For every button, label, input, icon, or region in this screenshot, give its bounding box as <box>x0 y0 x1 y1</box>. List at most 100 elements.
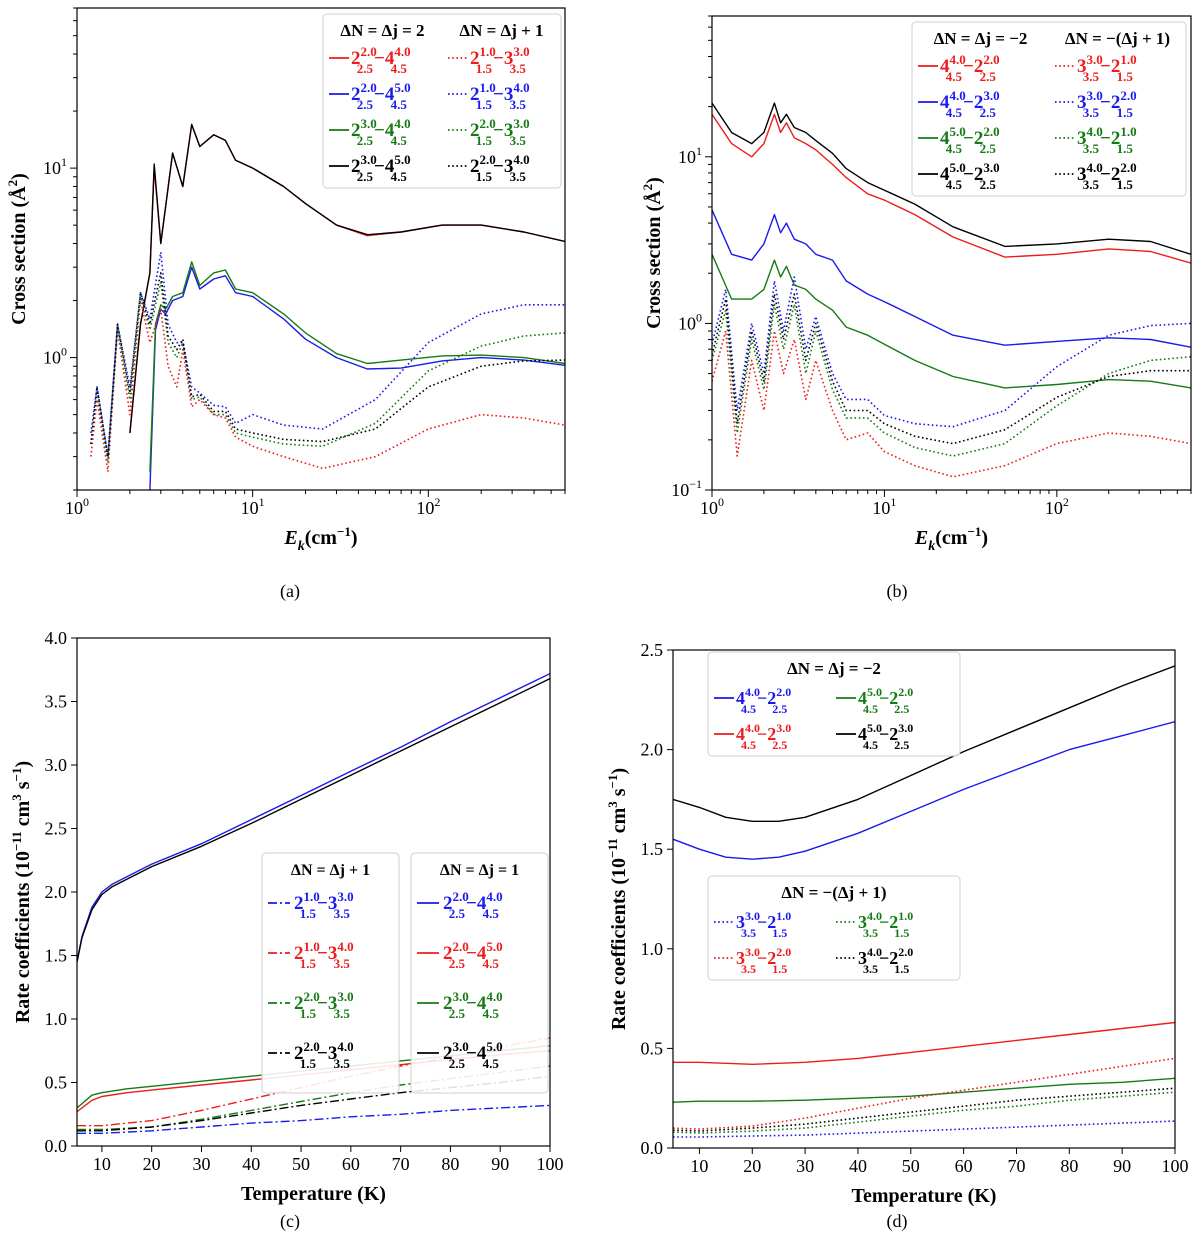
legend-b-base: 3 <box>328 1043 338 1064</box>
legend-b-sub: 3.5 <box>510 97 527 112</box>
axes-frame <box>711 15 1192 491</box>
y-tick-label: 100 <box>43 345 67 368</box>
legend-minus: − <box>374 120 385 141</box>
x-tick-label: 10 <box>93 1154 111 1174</box>
legend-a-sup: 5.0 <box>950 160 966 175</box>
x-tick-base: 10 <box>241 498 259 518</box>
x-axis-label: Temperature (K) <box>852 1185 997 1207</box>
legend-b-base: 2 <box>974 56 984 77</box>
legend-a-sub: 4.5 <box>946 141 963 156</box>
legend-b-sup: 2.0 <box>776 945 791 959</box>
legend-a-base: 2 <box>351 84 361 105</box>
legend-b-base: 3 <box>328 893 338 914</box>
x-tick-base: 10 <box>65 498 83 518</box>
x-tick-label: 10 <box>690 1156 708 1176</box>
series-line-3 <box>673 665 1175 822</box>
legend-a-base: 2 <box>443 993 453 1014</box>
legend-b-sub: 3.5 <box>510 61 527 76</box>
legend-a-base: 2 <box>470 156 480 177</box>
legend-label: 22.0 2.5−45.0 4.5 <box>351 80 411 112</box>
y-tick-label: 10−1 <box>671 477 702 500</box>
legend-a-sub: 1.5 <box>300 1006 317 1021</box>
legend-a-base: 2 <box>443 893 453 914</box>
legend-a-sub: 1.5 <box>300 906 317 921</box>
y-label-mid: cm <box>608 807 630 838</box>
axes-frame <box>672 649 1176 1149</box>
legend-b-sup: 4.0 <box>337 939 353 954</box>
y-tick-label: 2.0 <box>641 740 664 760</box>
legend-b-base: 2 <box>974 92 984 113</box>
ticks <box>70 7 566 497</box>
x-tick-label: 20 <box>143 1154 161 1174</box>
legend-b-sup: 1.0 <box>1120 124 1136 139</box>
legend-b-base: 4 <box>385 84 395 105</box>
legend-a-sup: 5.0 <box>950 124 966 139</box>
legend-b-sup: 1.0 <box>898 909 913 923</box>
legend-b-sub: 2.5 <box>894 702 909 716</box>
legend-a-base: 2 <box>470 120 480 141</box>
x-tick-label: 40 <box>849 1156 867 1176</box>
series-line-5 <box>712 276 1191 428</box>
x-tick-base: 10 <box>872 498 890 518</box>
legend-a-sub: 2.5 <box>357 169 374 184</box>
y-label-mid2: s <box>12 781 34 794</box>
legend-label: 44.0 4.5−22.0 2.5 <box>940 52 1000 84</box>
legend-label: 21.0 1.5−33.0 3.5 <box>470 44 530 76</box>
series-group <box>712 102 1191 478</box>
legend-b-sup: 5.0 <box>394 152 410 167</box>
legend-b-sup: 4.0 <box>513 80 529 95</box>
legend-minus: − <box>466 943 477 964</box>
legend-b-sup: 2.0 <box>1120 88 1136 103</box>
series-line-1 <box>712 209 1191 348</box>
legend-label: 22.0 2.5−44.0 4.5 <box>443 889 503 921</box>
y-label-close: ) <box>8 173 30 180</box>
y-tick-label: 4.0 <box>45 628 68 648</box>
y-label-main: Cross section (Å <box>642 190 665 329</box>
series-line-5 <box>673 1091 1175 1134</box>
y-tick-base: 10 <box>678 147 696 167</box>
legend-minus: − <box>466 1043 477 1064</box>
legend-label: 34.0 3.5−22.0 1.5 <box>858 945 913 976</box>
legend-frame <box>911 21 1187 197</box>
legend-b-sup: 2.0 <box>898 685 913 699</box>
legend-a-sub: 3.5 <box>741 962 756 976</box>
legend-minus: − <box>757 948 767 968</box>
legend-label: 44.0 4.5−23.0 2.5 <box>940 88 1000 120</box>
legend-b-sup: 3.0 <box>513 116 529 131</box>
series-line-4 <box>673 1120 1175 1138</box>
y-label-main: Rate coefficients (10 <box>608 858 630 1030</box>
legend-a-base: 3 <box>858 912 867 932</box>
legend-b-sup: 3.0 <box>337 989 353 1004</box>
x-label-unit-sup: −1 <box>967 524 981 539</box>
legend-b-sub: 2.5 <box>980 177 997 192</box>
legend-label: 22.0 1.5−33.0 3.5 <box>470 116 530 148</box>
legend-frame <box>322 13 562 189</box>
series-line-1 <box>149 266 565 490</box>
legend-label: 22.0 1.5−33.0 3.5 <box>294 989 354 1021</box>
legend-a-base: 2 <box>294 1043 304 1064</box>
legend-minus: − <box>879 912 889 932</box>
legend-a-base: 2 <box>470 84 480 105</box>
legend-b-sub: 4.5 <box>483 1006 500 1021</box>
legend-a-base: 4 <box>940 128 950 149</box>
y-tick-label: 0.5 <box>641 1038 664 1058</box>
legend-a-sup: 2.0 <box>453 939 469 954</box>
legend-b-sup: 4.0 <box>486 889 502 904</box>
legend-minus: − <box>879 688 889 708</box>
legend-a-sub: 4.5 <box>863 738 878 752</box>
legend-a-sup: 1.0 <box>304 889 320 904</box>
y-label-sup3: −1 <box>9 768 24 782</box>
y-tick-base: 10 <box>678 313 696 333</box>
legend-minus: − <box>1100 92 1111 113</box>
legend-header: ΔN = Δj = −2 <box>934 29 1028 48</box>
legend-label: 23.0 2.5−45.0 4.5 <box>443 1039 503 1071</box>
y-tick-label: 0.0 <box>641 1138 664 1158</box>
legend-b-sup: 1.0 <box>1120 52 1136 67</box>
legend-minus: − <box>493 156 504 177</box>
legend-a-sub: 2.5 <box>449 1056 466 1071</box>
x-tick-label: 102 <box>1045 495 1069 518</box>
legend: ΔN = Δj = 2 ΔN = Δj + 122.0 2.5−44.0 4.522.… <box>322 13 562 189</box>
legend-label: 21.0 1.5−34.0 3.5 <box>470 80 530 112</box>
series-line-0 <box>77 1104 550 1135</box>
